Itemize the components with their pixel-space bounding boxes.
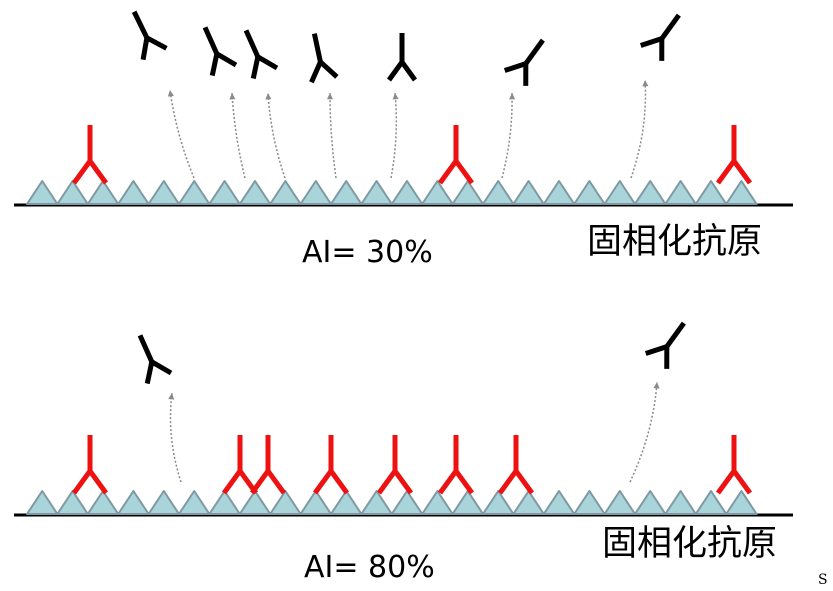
antigen-triangle	[512, 180, 545, 205]
corner-mark: S	[818, 572, 828, 588]
antigen-triangle	[299, 180, 332, 205]
antigen-triangle	[482, 180, 515, 205]
antigen-triangle	[573, 180, 606, 205]
panel-ai-80	[14, 321, 793, 517]
dissociated-antibody	[309, 33, 339, 84]
antigen-triangle	[56, 490, 89, 515]
antigen-triangle	[390, 180, 424, 205]
bound-antibody	[437, 435, 475, 495]
antigen-triangle	[117, 490, 150, 515]
antigen-triangle	[512, 490, 545, 515]
antigen-triangle	[330, 180, 363, 205]
immobilized-antigen-label-2: 固相化抗原	[602, 524, 778, 564]
dissociated-antibody	[644, 321, 686, 369]
antigen-triangle	[542, 180, 576, 205]
dissociation-arrow	[630, 79, 649, 179]
bound-antibody	[71, 125, 109, 185]
bound-antibody	[437, 125, 475, 185]
antigen-triangle	[634, 490, 667, 515]
antigen-triangle	[208, 180, 241, 205]
antigen-triangle	[725, 180, 758, 205]
antigen-triangle	[664, 490, 697, 515]
antigen-triangle	[56, 180, 89, 205]
antigen-triangle	[86, 180, 120, 205]
immobilized-antigen-label: 固相化抗原	[587, 222, 763, 262]
antigen-triangle	[482, 490, 515, 515]
antigen-triangle	[664, 180, 697, 205]
dissociated-antibody	[503, 38, 545, 86]
dissociated-antibody	[202, 26, 238, 77]
antigen-triangle	[573, 490, 606, 515]
antigen-triangle	[269, 180, 302, 205]
antigen-triangle	[26, 180, 59, 205]
antigen-triangle	[147, 180, 180, 205]
antigen-triangle	[26, 490, 59, 515]
antigen-triangle	[178, 180, 211, 205]
antigen-triangle	[634, 180, 667, 205]
antigen-triangle	[451, 490, 484, 515]
antigen-triangle	[694, 180, 728, 205]
antigen-triangle	[451, 180, 484, 205]
dissociated-antibody	[243, 29, 279, 80]
antigen-triangle	[117, 180, 150, 205]
bound-antibody	[715, 125, 753, 185]
bound-antibody	[71, 435, 109, 495]
dissociation-arrow	[229, 92, 246, 179]
antigen-triangle	[421, 490, 454, 515]
antigen-triangle	[360, 180, 393, 205]
bound-antibody	[715, 435, 753, 495]
antigen-triangle	[147, 490, 180, 515]
dissociation-arrow	[390, 92, 399, 179]
dissociation-arrow	[501, 92, 516, 179]
antigen-triangle	[178, 490, 211, 515]
antigen-triangle	[390, 490, 424, 515]
antigen-triangle	[694, 490, 728, 515]
dissociated-antibody	[386, 33, 418, 82]
antigen-triangle	[299, 490, 332, 515]
bound-antibody	[249, 435, 287, 495]
antigen-triangle	[208, 490, 241, 515]
avidity-index-label-80: AI= 80%	[304, 550, 435, 585]
bound-antibody	[376, 435, 414, 495]
antigen-triangle	[725, 490, 758, 515]
dissociated-antibody	[131, 10, 168, 61]
antigen-triangle	[603, 180, 636, 205]
dissociated-antibody	[639, 13, 681, 61]
antigen-triangle	[86, 490, 120, 515]
antigen-triangle	[603, 490, 636, 515]
dissociation-arrow	[167, 89, 195, 179]
antigen-triangle	[238, 490, 272, 515]
dissociation-arrow	[168, 392, 182, 483]
antigen-triangle	[360, 490, 393, 515]
antigen-triangle	[421, 180, 454, 205]
dissociation-arrow	[265, 92, 286, 179]
dissociated-antibody	[137, 334, 173, 385]
bound-antibody	[221, 435, 259, 495]
dissociation-arrow	[629, 381, 660, 483]
antigen-triangle	[269, 490, 302, 515]
bound-antibody	[312, 435, 350, 495]
antigen-triangle	[330, 490, 363, 515]
antigen-triangle	[238, 180, 272, 205]
panel-ai-30	[14, 10, 793, 207]
dissociation-arrow	[326, 92, 337, 179]
avidity-index-label-30: AI= 30%	[302, 235, 433, 270]
antigen-triangle	[542, 490, 576, 515]
bound-antibody	[497, 435, 535, 495]
